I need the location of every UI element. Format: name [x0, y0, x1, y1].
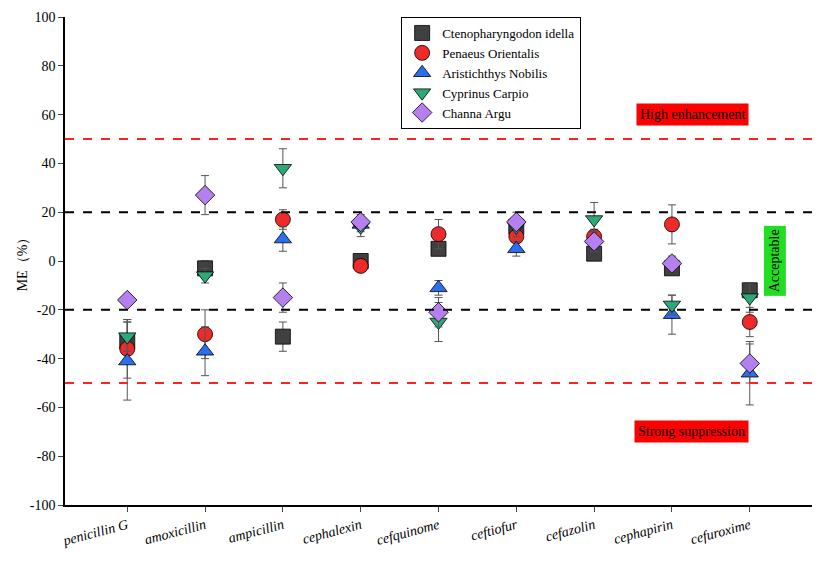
- svg-text:-100: -100: [30, 498, 56, 513]
- svg-text:-60: -60: [37, 400, 56, 415]
- svg-text:ceftiofur: ceftiofur: [469, 517, 519, 544]
- svg-text:Channa Argu: Channa Argu: [442, 106, 511, 121]
- svg-text:amoxicillin: amoxicillin: [143, 517, 208, 548]
- svg-text:60: 60: [41, 108, 55, 123]
- svg-text:Cyprinus Carpio: Cyprinus Carpio: [442, 86, 528, 101]
- svg-text:High enhancement: High enhancement: [640, 107, 745, 122]
- svg-text:cephalexin: cephalexin: [301, 517, 363, 547]
- svg-text:cephapirin: cephapirin: [612, 517, 674, 547]
- svg-text:Strong suppression: Strong suppression: [638, 424, 745, 439]
- svg-text:ampicillin: ampicillin: [227, 517, 286, 546]
- svg-text:penicillin G: penicillin G: [61, 517, 130, 549]
- svg-text:100: 100: [34, 10, 55, 25]
- svg-text:20: 20: [41, 205, 55, 220]
- svg-text:-40: -40: [37, 352, 56, 367]
- svg-text:-80: -80: [37, 449, 56, 464]
- svg-text:Ctenopharyngodon idella: Ctenopharyngodon idella: [442, 26, 574, 41]
- svg-text:80: 80: [41, 59, 55, 74]
- svg-text:cefquinome: cefquinome: [375, 517, 441, 548]
- svg-text:ME（%）: ME（%）: [15, 231, 30, 292]
- svg-text:Penaeus Orientalis: Penaeus Orientalis: [442, 46, 539, 61]
- svg-text:Acceptable: Acceptable: [767, 229, 782, 292]
- svg-text:-20: -20: [37, 303, 56, 318]
- svg-text:cefazolin: cefazolin: [544, 517, 597, 545]
- svg-text:Aristichthys Nobilis: Aristichthys Nobilis: [442, 66, 547, 81]
- svg-text:40: 40: [41, 156, 55, 171]
- svg-text:cefuroxime: cefuroxime: [689, 517, 752, 547]
- svg-text:0: 0: [48, 254, 55, 269]
